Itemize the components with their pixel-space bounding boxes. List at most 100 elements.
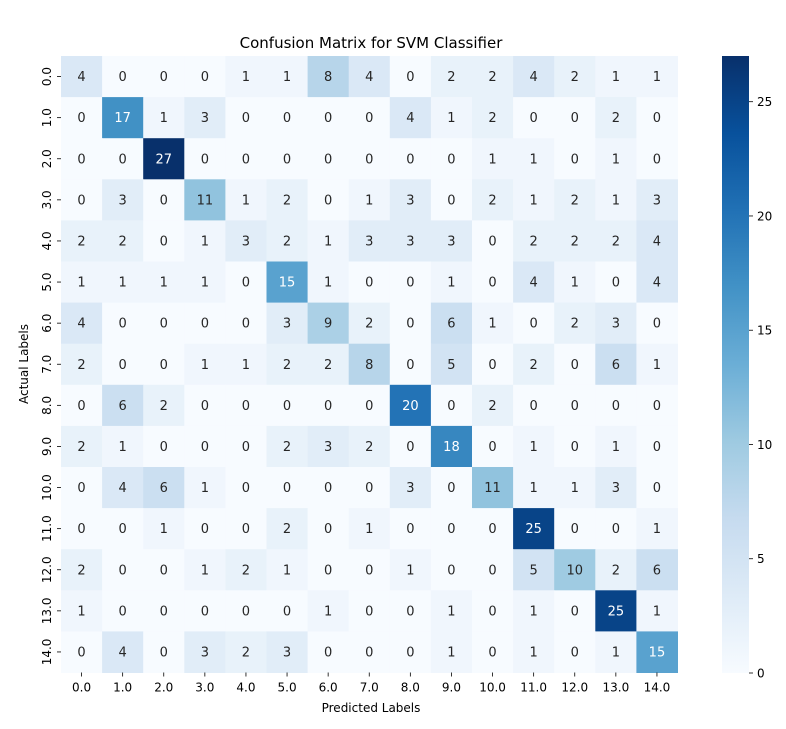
heatmap-cell [389, 590, 432, 632]
cell-value-label: 1 [365, 193, 373, 208]
cell-value-label: 1 [160, 522, 168, 537]
heatmap-cell [225, 56, 267, 98]
x-tick-label: 6.0 [319, 681, 338, 695]
heatmap-cell [266, 138, 309, 180]
y-tick-label: 3.0 [40, 190, 54, 209]
heatmap-cell [513, 138, 555, 180]
heatmap-cell [472, 138, 514, 180]
heatmap-cell [389, 56, 432, 98]
y-tick-label: 0.0 [40, 67, 54, 86]
heatmap-cell [225, 343, 267, 386]
cell-value-label: 3 [365, 234, 373, 249]
cell-value-label: 0 [160, 440, 168, 455]
heatmap-cell [389, 302, 432, 345]
cell-value-label: 0 [160, 645, 168, 660]
cell-value-label: 0 [488, 604, 496, 619]
cell-value-label: 1 [612, 193, 620, 208]
cell-value-label: 3 [201, 645, 209, 660]
cell-value-label: 0 [324, 563, 332, 578]
cell-value-label: 5 [447, 358, 455, 373]
x-tick-label: 7.0 [360, 681, 379, 695]
cell-value-label: 1 [242, 70, 250, 85]
x-tick-label: 13.0 [602, 681, 629, 695]
heatmap-cell [636, 590, 678, 632]
heatmap-cell [389, 138, 432, 180]
cell-value-label: 27 [155, 152, 172, 167]
cell-value-label: 0 [488, 563, 496, 578]
cell-value-label: 0 [406, 70, 414, 85]
heatmap-cell [554, 549, 596, 591]
cell-value-label: 1 [201, 234, 209, 249]
heatmap-cell [389, 220, 432, 262]
heatmap-cell [102, 56, 144, 98]
heatmap-cell [472, 549, 514, 591]
cell-value-label: 4 [530, 276, 538, 291]
x-tick-label: 4.0 [236, 681, 255, 695]
heatmap-cell [184, 138, 226, 180]
heatmap-cell [61, 302, 103, 345]
cell-value-label: 5 [530, 563, 538, 578]
heatmap-cells: 4 0 0 0 1 1 8 4 0 2 2 4 2 1 10 17 1 3 0 0 0 0 4 1 2 0 0 2 00 0 27 0 0 0 0 0… [61, 56, 678, 673]
cell-value-label: 1 [283, 70, 291, 85]
heatmap-cell [307, 631, 350, 673]
cell-value-label: 0 [201, 440, 209, 455]
heatmap-cell [554, 343, 596, 386]
colorbar-tick-label: 5 [757, 552, 765, 566]
cell-value-label: 2 [160, 399, 168, 414]
cell-value-label: 0 [201, 604, 209, 619]
cell-value-label: 0 [571, 440, 579, 455]
heatmap-cell [472, 56, 514, 98]
heatmap-cell [266, 590, 309, 632]
cell-value-label: 4 [77, 317, 85, 332]
cell-value-label: 1 [612, 645, 620, 660]
heatmap-cell [225, 467, 267, 509]
cell-value-label: 1 [324, 276, 332, 291]
heatmap-cell [143, 138, 185, 180]
cell-value-label: 0 [530, 111, 538, 126]
cell-value-label: 0 [160, 358, 168, 373]
cell-value-label: 0 [653, 111, 661, 126]
heatmap-cell [595, 138, 637, 180]
heatmap-cell [513, 549, 555, 591]
cell-value-label: 0 [571, 111, 579, 126]
cell-value-label: 0 [530, 399, 538, 414]
cell-value-label: 1 [201, 481, 209, 496]
cell-value-label: 0 [447, 563, 455, 578]
heatmap-cell [595, 631, 637, 673]
heatmap-cell [554, 590, 596, 632]
cell-value-label: 20 [402, 399, 419, 414]
cell-value-label: 6 [653, 563, 661, 578]
y-tick-label: 9.0 [40, 437, 54, 456]
heatmap-cell [225, 590, 267, 632]
x-tick-label: 5.0 [278, 681, 297, 695]
heatmap-cell [266, 384, 309, 427]
cell-value-label: 1 [571, 481, 579, 496]
cell-value-label: 3 [406, 193, 414, 208]
heatmap-cell [102, 220, 144, 262]
heatmap-cell [61, 549, 103, 591]
heatmap-cell [348, 549, 391, 591]
heatmap-cell [389, 425, 432, 468]
cell-value-label: 0 [365, 481, 373, 496]
cell-value-label: 1 [283, 563, 291, 578]
cell-value-label: 0 [242, 604, 250, 619]
cell-value-label: 25 [608, 604, 625, 619]
heatmap-cell [636, 343, 678, 386]
cell-value-label: 0 [653, 440, 661, 455]
heatmap-cell [430, 590, 473, 632]
cell-value-label: 0 [488, 234, 496, 249]
colorbar: 0 5 10 15 20 25 [722, 56, 772, 681]
heatmap-cell [307, 590, 350, 632]
heatmap-cell [636, 425, 678, 468]
cell-value-label: 0 [160, 604, 168, 619]
cell-value-label: 1 [530, 645, 538, 660]
heatmap-cell [61, 384, 103, 427]
heatmap-cell [184, 220, 226, 262]
heatmap-cell [266, 261, 309, 304]
heatmap-cell [554, 138, 596, 180]
cell-value-label: 0 [488, 276, 496, 291]
cell-value-label: 0 [77, 645, 85, 660]
heatmap-cell [389, 508, 432, 550]
cell-value-label: 0 [242, 440, 250, 455]
heatmap-cell [430, 97, 473, 139]
